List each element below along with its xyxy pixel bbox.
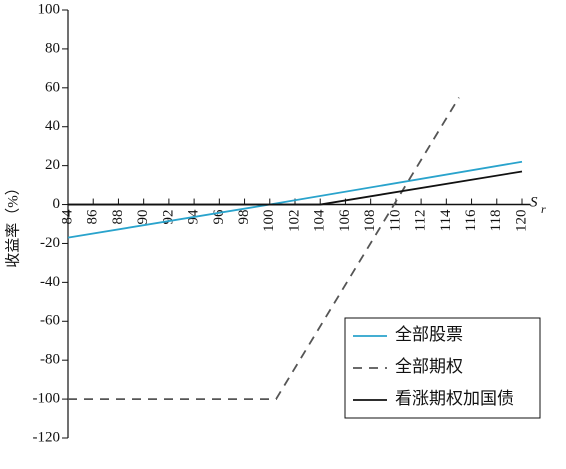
y-tick-label: 20 bbox=[45, 157, 60, 173]
x-tick-label: 104 bbox=[312, 209, 328, 232]
x-tick-label: 102 bbox=[286, 210, 302, 233]
x-tick-label: 84 bbox=[59, 209, 75, 225]
y-tick-label: 80 bbox=[45, 40, 60, 56]
legend-label: 全部期权 bbox=[395, 357, 463, 376]
y-tick-label: -60 bbox=[40, 313, 60, 329]
x-tick-label: 110 bbox=[387, 210, 403, 232]
y-tick-label: -20 bbox=[40, 235, 60, 251]
x-tick-label: 116 bbox=[463, 209, 479, 231]
x-tick-label: 88 bbox=[110, 210, 126, 225]
x-tick-label: 86 bbox=[85, 209, 101, 225]
y-tick-label: -100 bbox=[33, 391, 61, 407]
y-tick-label: -80 bbox=[40, 352, 60, 368]
legend-label: 全部股票 bbox=[395, 325, 463, 344]
y-tick-label: 0 bbox=[53, 196, 61, 212]
y-axis-label: 收益率（%） bbox=[4, 180, 21, 268]
x-tick-label: 90 bbox=[135, 210, 151, 225]
legend bbox=[344, 317, 541, 419]
x-tick-label: 106 bbox=[337, 209, 353, 232]
x-axis-label: S bbox=[530, 194, 538, 210]
legend-label: 看涨期权加国债 bbox=[395, 389, 514, 408]
x-tick-label: 112 bbox=[413, 210, 429, 232]
series-line bbox=[68, 170, 523, 206]
x-tick-label: 98 bbox=[236, 210, 252, 225]
y-tick-label: 100 bbox=[38, 1, 61, 17]
y-tick-label: -120 bbox=[33, 429, 61, 445]
x-tick-label: 100 bbox=[261, 210, 277, 233]
series-line bbox=[68, 97, 460, 400]
x-tick-label: 118 bbox=[488, 210, 504, 232]
x-tick-label: 114 bbox=[438, 209, 454, 231]
y-tick-label: 40 bbox=[45, 118, 60, 134]
x-tick-label: 120 bbox=[513, 210, 529, 233]
y-tick-label: 60 bbox=[45, 79, 60, 95]
x-axis-label-sub: r bbox=[541, 202, 546, 216]
y-tick-label: -40 bbox=[40, 274, 60, 290]
x-tick-label: 108 bbox=[362, 210, 378, 233]
